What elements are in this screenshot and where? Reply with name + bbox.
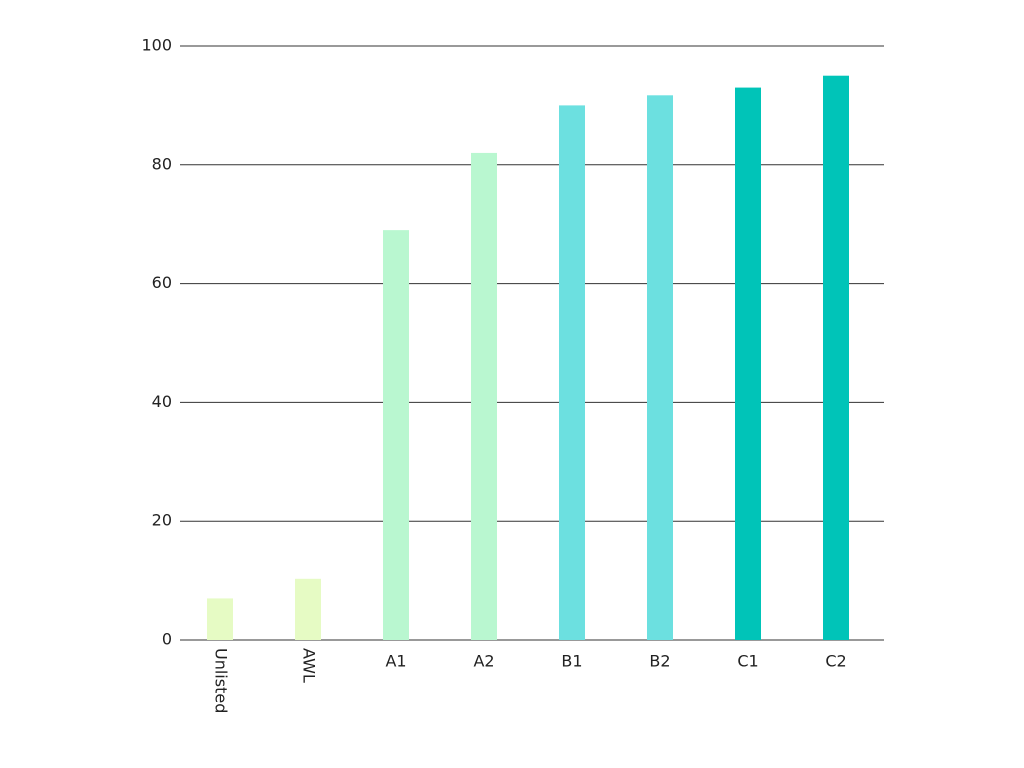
bar xyxy=(823,75,849,640)
x-tick-label: A2 xyxy=(473,652,494,671)
x-tick-label: C2 xyxy=(825,652,846,671)
y-tick-label: 100 xyxy=(141,36,172,55)
y-tick-label: 20 xyxy=(152,511,172,530)
y-tick-label: 80 xyxy=(152,154,172,173)
x-tick-label: Unlisted xyxy=(212,648,231,713)
y-tick-label: 40 xyxy=(152,392,172,411)
bar xyxy=(647,95,673,640)
y-tick-label: 0 xyxy=(162,630,172,649)
x-tick-label: A1 xyxy=(385,652,406,671)
bar xyxy=(471,152,497,641)
y-tick-label: 60 xyxy=(152,273,172,292)
bar xyxy=(735,87,761,640)
bar xyxy=(295,578,321,640)
x-tick-label: B1 xyxy=(561,652,582,671)
bar xyxy=(383,230,409,640)
x-tick-label: B2 xyxy=(649,652,670,671)
bar xyxy=(207,598,233,640)
x-tick-label: AWL xyxy=(300,648,319,683)
x-tick-label: C1 xyxy=(737,652,758,671)
bar xyxy=(559,105,585,640)
